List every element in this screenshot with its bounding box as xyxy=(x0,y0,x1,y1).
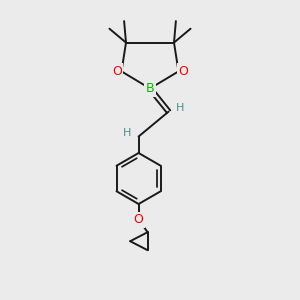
Text: H: H xyxy=(176,103,184,113)
Text: H: H xyxy=(123,128,131,138)
Text: O: O xyxy=(178,65,188,78)
Text: O: O xyxy=(134,213,143,226)
Text: B: B xyxy=(146,82,154,95)
Text: O: O xyxy=(112,65,122,78)
